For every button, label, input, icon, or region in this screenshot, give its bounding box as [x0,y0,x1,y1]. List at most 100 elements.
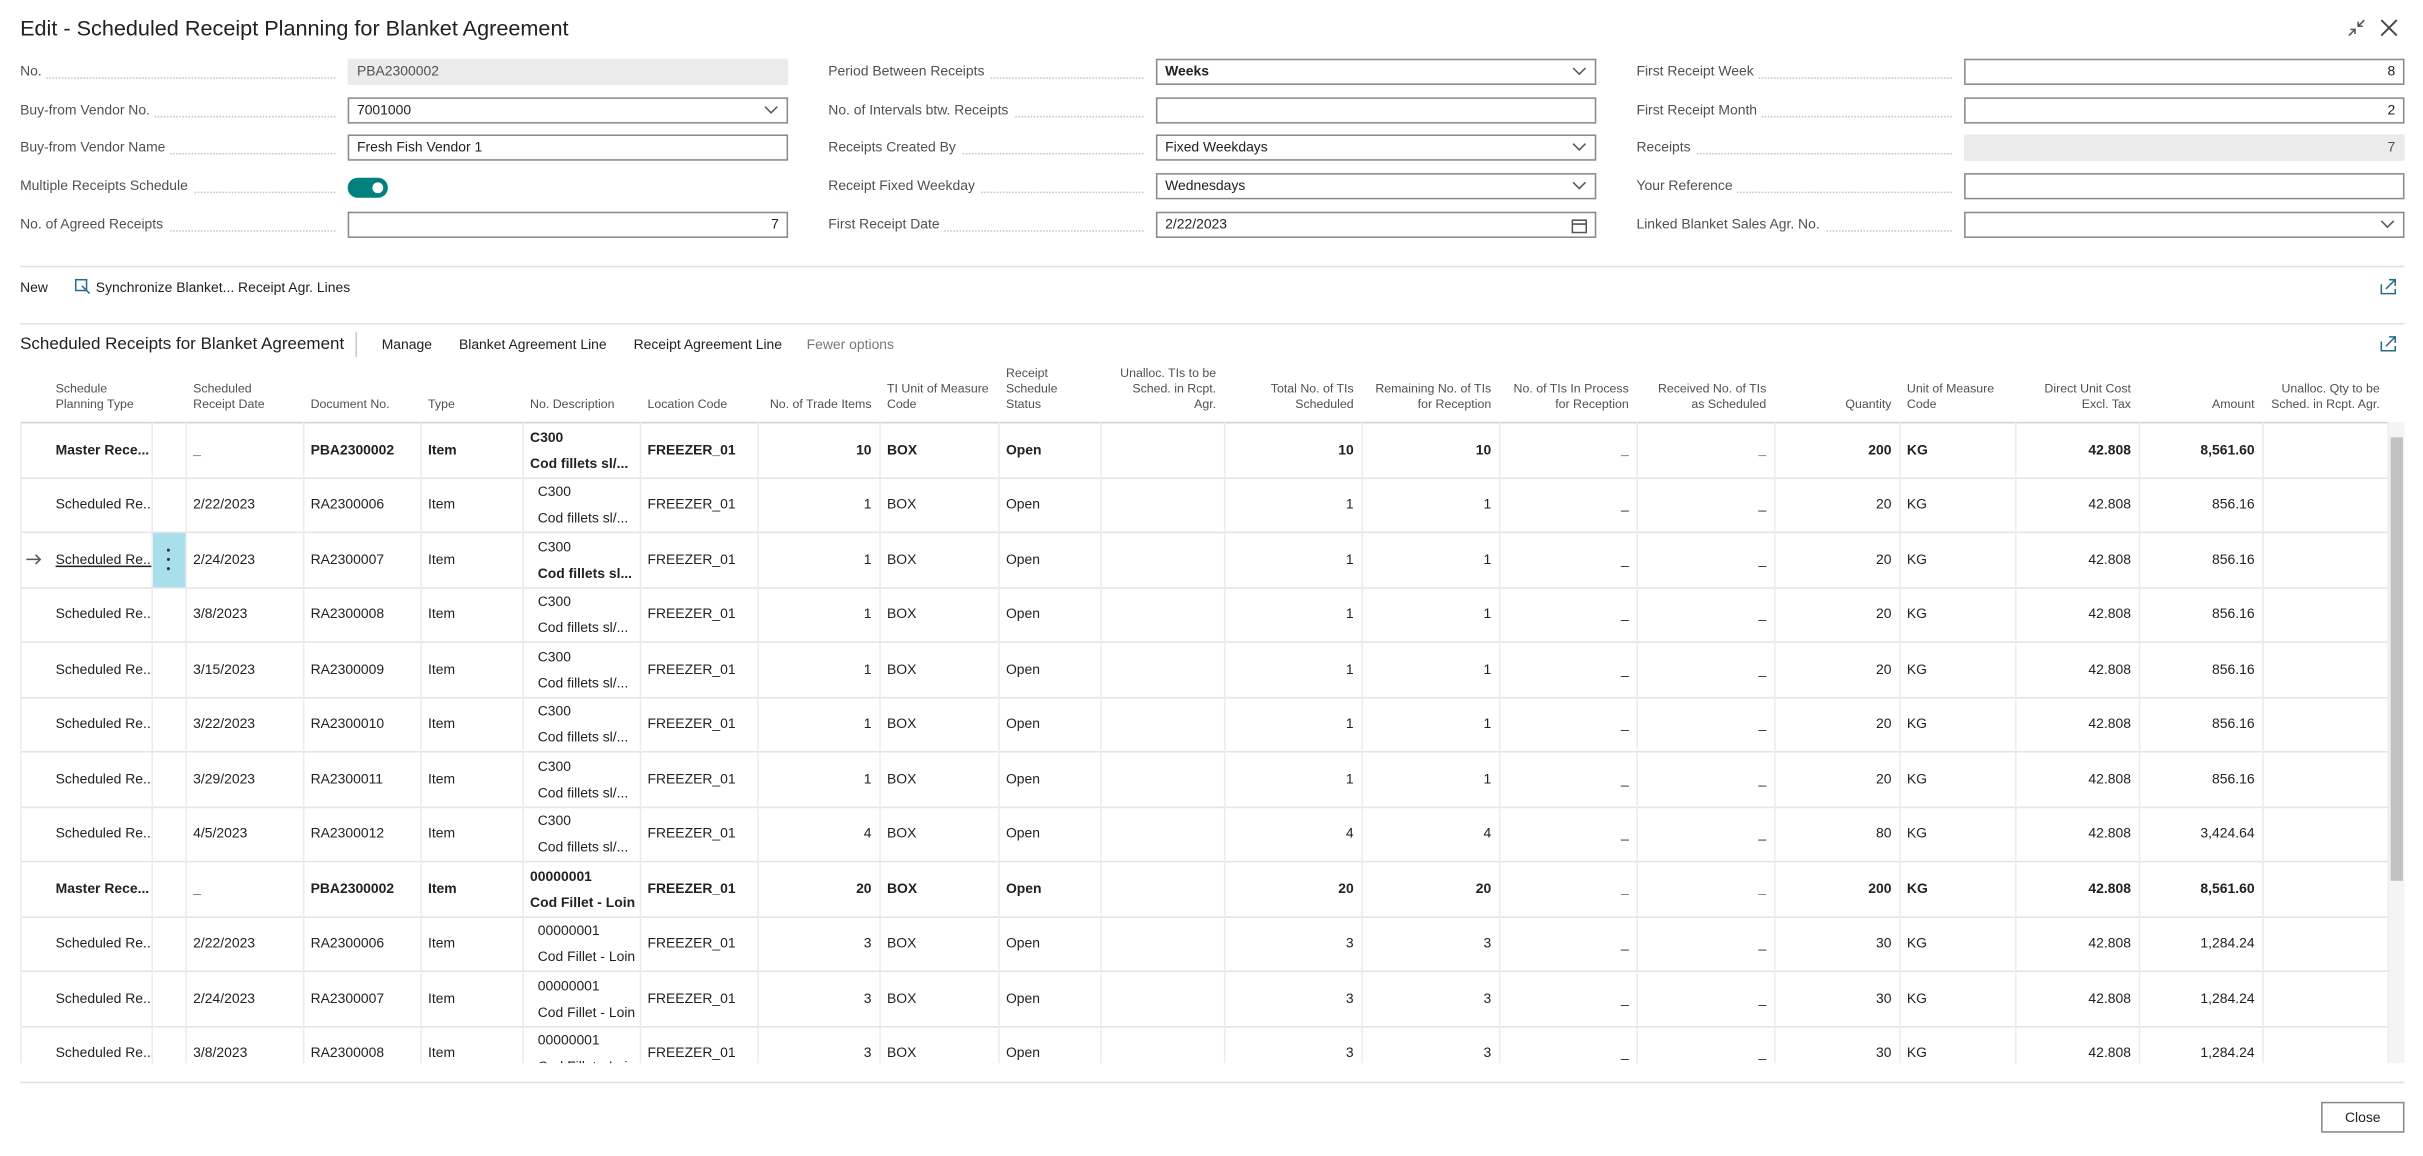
cell[interactable]: Scheduled Re... [55,496,152,512]
field-label: No. [20,63,47,79]
cell: 20 [1875,661,1892,677]
cell: 42.808 [2088,715,2131,732]
cell-description[interactable]: Cod fillets sl... [537,565,633,581]
cell: 42.808 [2088,441,2131,458]
collapse-icon[interactable] [2347,19,2366,38]
cell: KG [1906,551,1928,567]
cell: Open [1005,606,1041,622]
cell-code: 00000001 [537,923,600,939]
field-input[interactable] [1155,96,1597,124]
column-header: Schedule Planning Type [55,381,134,412]
share-icon[interactable] [2380,335,2399,352]
cell: 42.808 [2088,880,2131,896]
cell: 2/24/2023 [193,990,256,1006]
cell: _ [1620,935,1629,951]
cell[interactable]: Master Rece... [55,441,150,458]
cell[interactable]: Scheduled Re... [55,551,152,567]
tab[interactable]: Receipt Agreement Line [633,336,783,353]
cell: 3/15/2023 [193,661,256,677]
field-input[interactable]: 7001000 [347,96,789,124]
cell: KG [1906,935,1928,951]
column-line [2387,421,2390,1064]
field-input[interactable] [1964,173,2405,200]
cell[interactable]: Scheduled Re... [55,661,152,677]
field-input[interactable]: Weeks [1155,58,1597,85]
cell[interactable]: Scheduled Re... [55,770,152,787]
column-header: Direct Unit Cost Excl. Tax [2044,381,2131,412]
cell-code[interactable]: C300 [537,539,572,555]
field-input[interactable]: Fixed Weekdays [1155,135,1597,162]
share-icon[interactable] [2380,278,2399,295]
row-menu[interactable] [151,533,186,587]
cell-code: 00000001 [537,1032,600,1049]
column-header: Unalloc. TIs to be Sched. in Rcpt. Agr. [1120,366,1217,412]
cell[interactable]: Scheduled Re... [55,825,152,842]
field-input[interactable]: 7 [347,211,789,238]
cell: 3,424.64 [2200,825,2255,842]
toggle[interactable] [347,177,388,198]
cell[interactable]: Master Rece... [55,880,150,896]
new-action[interactable]: New [20,279,48,296]
cell: 3 [1345,1045,1354,1061]
cell[interactable]: Scheduled Re... [55,606,152,622]
close-button[interactable]: Close [2321,1101,2405,1133]
cell-code: C300 [537,703,572,720]
cell-code: 00000001 [537,977,600,994]
field-input[interactable]: Wednesdays [1155,173,1597,200]
field-input[interactable]: 2/22/2023 [1155,211,1597,238]
column-line [185,421,187,1064]
cell[interactable]: Scheduled Re... [55,935,152,951]
cell: _ [1758,990,1767,1006]
tab[interactable]: Blanket Agreement Line [458,336,607,353]
cell: Item [428,990,456,1006]
tab[interactable]: Fewer options [806,336,895,353]
cell: _ [1758,1045,1767,1061]
cell: _ [1758,715,1767,732]
cell[interactable]: Scheduled Re... [55,715,152,732]
cell: Item [428,441,457,458]
field-label: No. of Agreed Receipts [20,216,168,232]
field-input[interactable]: 8 [1964,58,2405,85]
cell: FREEZER_01 [647,715,736,732]
cell: 2/22/2023 [193,496,256,512]
dialog-title: Edit - Scheduled Receipt Planning for Bl… [20,15,569,41]
column-line [20,421,22,1064]
cell[interactable]: Scheduled Re... [55,990,152,1006]
close-icon[interactable] [2380,19,2399,38]
cell: Open [1005,935,1041,951]
cell: 856.16 [2212,715,2255,732]
column-line [1636,421,1639,1064]
cell: 1,284.24 [2200,935,2255,951]
cell: 3 [863,935,872,951]
column-header: Quantity [1845,397,1892,412]
tab[interactable]: Manage [381,336,432,353]
cell: RA2300008 [310,606,385,622]
row-line [20,970,2388,972]
cell: RA2300007 [310,990,385,1006]
cell[interactable]: Scheduled Re... [55,1045,152,1061]
cell: Open [1005,661,1041,677]
synchronize-action[interactable]: Synchronize Blanket... Receipt Agr. Line… [95,279,351,296]
cell: _ [1758,825,1767,842]
cell: 20 [1875,551,1892,567]
cell: _ [1620,606,1629,622]
column-line [757,421,759,1064]
cell: 200 [1868,880,1892,896]
field-input[interactable] [1964,211,2405,238]
cell: Item [428,551,456,567]
cell: _ [1620,1045,1629,1061]
cell: 1 [863,496,872,512]
scrollbar[interactable] [2389,421,2405,1064]
row-line [20,696,2388,698]
column-line [1361,421,1363,1064]
field-label: Receipts Created By [828,139,961,156]
cell-code: C300 [537,648,572,665]
cell: FREEZER_01 [647,935,736,951]
field-input[interactable]: Fresh Fish Vendor 1 [347,135,789,162]
cell: _ [1758,935,1767,951]
cell: 42.808 [2088,661,2131,677]
cell: FREEZER_01 [647,880,736,896]
field-input[interactable]: 2 [1964,96,2405,124]
cell: FREEZER_01 [647,661,736,677]
cell: 856.16 [2212,496,2255,512]
